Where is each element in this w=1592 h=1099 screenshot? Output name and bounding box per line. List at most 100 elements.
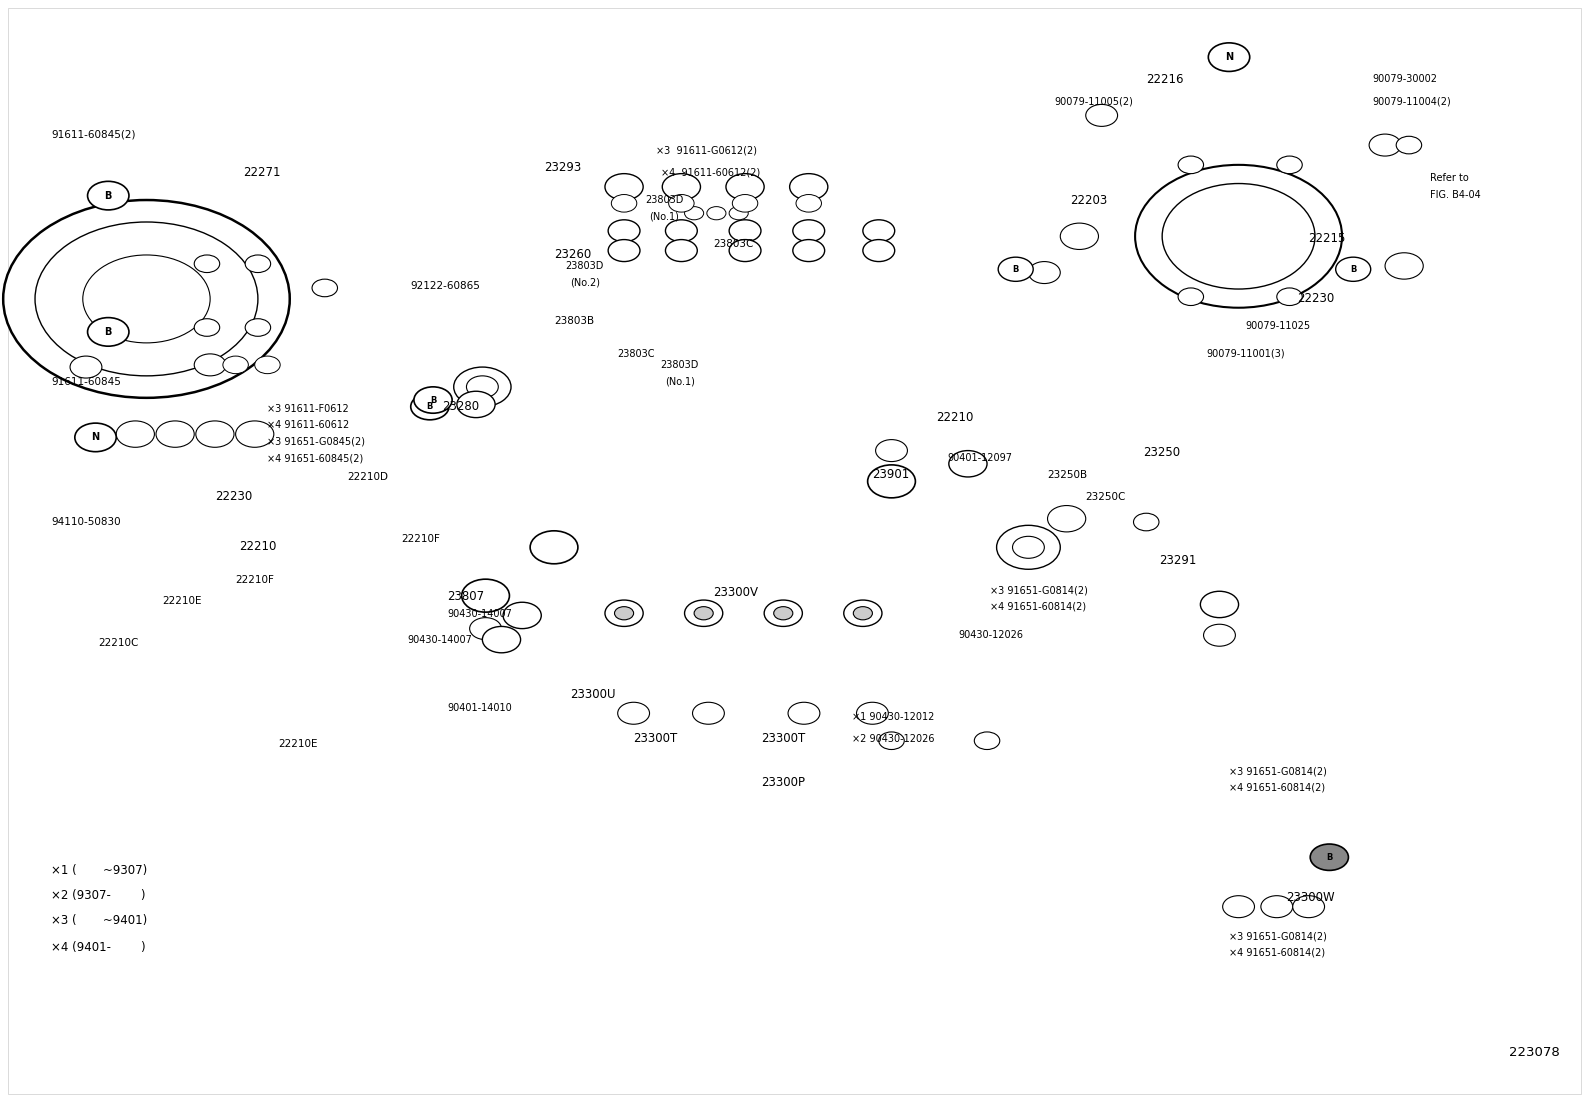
Circle shape [796, 195, 821, 212]
Text: 90401-14010: 90401-14010 [447, 702, 513, 713]
Text: 90401-12097: 90401-12097 [947, 453, 1013, 464]
Circle shape [694, 607, 713, 620]
Text: (No.1): (No.1) [665, 376, 696, 387]
Bar [207, 356, 310, 376]
Text: 90079-11001(3): 90079-11001(3) [1207, 348, 1285, 359]
Text: (No.1): (No.1) [650, 211, 680, 222]
Text: ×4  91611-60612(2): ×4 91611-60612(2) [661, 167, 759, 178]
Text: 90430-14007: 90430-14007 [447, 609, 513, 620]
Circle shape [194, 319, 220, 336]
Text: 22210F: 22210F [236, 575, 274, 586]
Circle shape [998, 257, 1033, 281]
Text: 23803B: 23803B [554, 315, 594, 326]
Circle shape [1223, 896, 1254, 918]
Circle shape [1385, 253, 1423, 279]
Circle shape [1086, 104, 1118, 126]
Circle shape [1396, 136, 1422, 154]
Circle shape [974, 732, 1000, 750]
Bar [443, 356, 522, 420]
Bar [1197, 514, 1242, 593]
Bar [688, 200, 755, 211]
Text: 91611-60845(2): 91611-60845(2) [51, 129, 135, 140]
Circle shape [1162, 184, 1315, 289]
Circle shape [255, 356, 280, 374]
Text: 22210: 22210 [936, 411, 973, 424]
Text: 90079-11004(2): 90079-11004(2) [1372, 96, 1450, 107]
Text: 23300W: 23300W [1286, 891, 1336, 904]
Circle shape [223, 356, 248, 374]
Bar [672, 174, 691, 200]
Text: B: B [105, 190, 111, 201]
Circle shape [156, 421, 194, 447]
Circle shape [729, 240, 761, 262]
Circle shape [312, 279, 338, 297]
Text: 22210E: 22210E [279, 739, 318, 750]
Text: 23293: 23293 [544, 160, 581, 174]
Circle shape [116, 421, 154, 447]
Bar [1059, 496, 1110, 544]
Text: ×4 91651-60845(2): ×4 91651-60845(2) [267, 453, 363, 464]
Text: ×1 90430-12012: ×1 90430-12012 [852, 711, 935, 722]
Circle shape [790, 174, 828, 200]
Circle shape [605, 174, 643, 200]
Bar [1013, 227, 1076, 288]
Bar [691, 211, 704, 218]
Circle shape [997, 525, 1060, 569]
Bar [775, 637, 791, 654]
Text: 90079-11005(2): 90079-11005(2) [1054, 96, 1134, 107]
Circle shape [503, 602, 541, 629]
Text: 22230: 22230 [1297, 292, 1334, 306]
Bar [302, 269, 347, 308]
Circle shape [1135, 165, 1342, 308]
Circle shape [1336, 257, 1371, 281]
Ellipse shape [295, 115, 342, 162]
Bar [729, 211, 742, 218]
Bar [615, 174, 634, 200]
Circle shape [685, 600, 723, 626]
Bar [96, 378, 267, 486]
Text: 223078: 223078 [1509, 1046, 1560, 1059]
Bar [855, 637, 871, 654]
Circle shape [83, 255, 210, 343]
Circle shape [245, 319, 271, 336]
Bar [685, 547, 723, 607]
Bar [710, 211, 723, 218]
Bar [96, 275, 143, 335]
Text: 23300V: 23300V [713, 586, 758, 599]
Circle shape [853, 607, 872, 620]
Text: B: B [430, 396, 436, 404]
Text: 23300P: 23300P [761, 776, 806, 789]
Text: FIG. B4-04: FIG. B4-04 [1430, 189, 1481, 200]
Text: ×4 (9401-        ): ×4 (9401- ) [51, 941, 145, 954]
Text: Refer to: Refer to [1430, 173, 1468, 184]
Text: ×4 91611-60612: ×4 91611-60612 [267, 420, 350, 431]
Circle shape [1310, 844, 1348, 870]
Circle shape [70, 356, 102, 378]
Text: B: B [1326, 853, 1333, 862]
Circle shape [470, 618, 501, 640]
Circle shape [863, 220, 895, 242]
Circle shape [876, 440, 907, 462]
Text: ×2 90430-12026: ×2 90430-12026 [852, 733, 935, 744]
Bar [904, 578, 1024, 642]
Text: 92122-60865: 92122-60865 [411, 280, 481, 291]
Circle shape [3, 200, 290, 398]
Circle shape [196, 421, 234, 447]
Text: 23803C: 23803C [713, 238, 753, 249]
Bar [844, 547, 882, 607]
Text: 22216: 22216 [1146, 73, 1184, 86]
Circle shape [194, 354, 226, 376]
Circle shape [729, 207, 748, 220]
Circle shape [1293, 896, 1325, 918]
Bar [1181, 170, 1296, 286]
Circle shape [793, 240, 825, 262]
Circle shape [764, 600, 802, 626]
Circle shape [949, 451, 987, 477]
Circle shape [1060, 223, 1098, 249]
Circle shape [466, 376, 498, 398]
Circle shape [788, 702, 820, 724]
Circle shape [457, 391, 495, 418]
Circle shape [707, 207, 726, 220]
Text: 23280: 23280 [443, 400, 479, 413]
Circle shape [1204, 624, 1235, 646]
